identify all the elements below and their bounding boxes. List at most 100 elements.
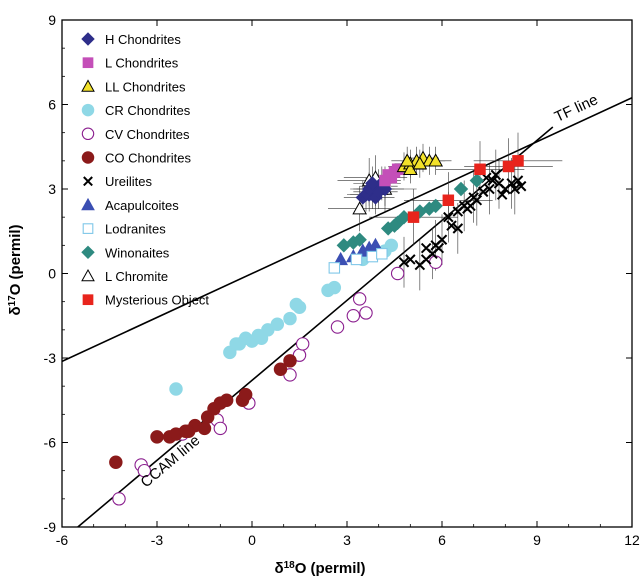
co-chondrites-point [219,393,234,407]
cr-chondrites-point [289,297,304,312]
cr-chondrites-point [169,382,183,396]
h-chondrites-point [371,184,386,200]
legend-marker-l-chromite [81,268,95,282]
y-tick-label: 6 [48,97,56,113]
legend-marker-cv-chondrites [81,127,95,141]
ureilites-point [443,211,454,223]
legend-marker-ureilites [83,176,93,187]
legend-label-cv-chondrites: CV Chondrites [105,127,190,142]
ll-chondrites-point [399,153,415,167]
cv-chondrites-point [330,320,345,334]
legend-label-lodranites: Lodranites [105,222,166,237]
y-axis-title: δ17O (permil) [7,224,25,315]
co-chondrites-point [181,424,196,438]
y-tick-label: 3 [48,181,56,197]
acapulcoites-point [333,251,349,266]
ureilites-point [484,183,495,195]
ureilites-point [452,223,464,234]
co-chondrites-point [283,354,297,368]
ureilites-point [420,242,432,254]
y-tick-label: 9 [48,12,56,28]
co-chondrites-point [238,387,253,402]
legend-label-winonaites: Winonaites [105,245,170,260]
legend-label-l-chromite: L Chromite [105,269,168,284]
winonaites-point [469,173,485,188]
cr-chondrites-point [384,238,399,253]
lodranites-point [376,248,388,260]
co-chondrites-point [197,421,212,436]
ureilites-point [506,178,517,189]
legend-marker-winonaites [81,245,95,260]
cv-chondrites-point [359,306,373,320]
winonaites-point [387,218,402,233]
legend-marker-h-chondrites [81,32,95,46]
cv-chondrites-point [213,421,228,436]
ureilites-point [509,183,521,195]
mysterious-object-point [502,160,515,173]
cv-chondrites-point [112,492,126,506]
y-tick-label: -9 [44,519,57,535]
legend-label-l-chondrites: L Chondrites [105,56,179,71]
ureilites-point [515,180,527,192]
l-chromite-point [352,201,368,215]
legend-label-co-chondrites: CO Chondrites [105,151,191,166]
cv-chondrites-point [295,337,310,351]
mysterious-object-point [474,163,486,176]
x-axis-title: δ18O (permil) [274,560,365,577]
x-tick-label: -3 [151,532,164,548]
ureilites-point [468,192,479,203]
cr-chondrites-point [270,317,285,331]
x-tick-label: 0 [248,532,256,548]
acapulcoites-point [368,237,383,252]
cr-chondrites-point [254,331,269,346]
cr-chondrites-point [283,311,297,326]
legend-marker-acapulcoites [81,197,95,211]
co-chondrites-point [109,455,123,469]
legend-label-h-chondrites: H Chondrites [105,32,181,47]
legend-marker-ll-chondrites [81,79,95,92]
h-chondrites-point [365,176,380,191]
y-tick-label: 0 [48,266,56,282]
cr-chondrites-point [229,337,243,351]
legend-marker-mysterious-object [82,294,94,306]
legend-label-mysterious-object: Mysterious Object [105,293,209,308]
x-tick-label: 12 [624,532,640,548]
y-tick-label: -3 [44,350,57,366]
lodranites-point [328,262,341,274]
lodranites-point [366,250,379,263]
cv-chondrites-point [352,292,367,306]
legend-label-ll-chondrites: LL Chondrites [105,79,186,94]
lodranites-point [350,253,363,266]
cv-chondrites-point [390,266,405,281]
ureilites-point [405,254,416,265]
ureilites-point [398,256,410,268]
tf-line-label: TF line [552,91,601,126]
x-tick-label: 9 [533,532,541,548]
y-tick-label: -6 [44,435,57,451]
winonaites-point [352,232,367,247]
ureilites-point [487,175,498,186]
legend-marker-l-chondrites [82,57,94,69]
x-tick-label: 3 [343,532,351,548]
ureilites-point [490,169,502,181]
legend-marker-co-chondrites [81,151,95,164]
legend-label-cr-chondrites: CR Chondrites [105,103,191,118]
cr-chondrites-point [327,280,342,295]
legend-label-ureilites: Ureilites [105,174,152,189]
ureilites-point [433,242,445,254]
legend-label-acapulcoites: Acapulcoites [105,198,179,213]
ureilites-point [496,189,508,200]
x-tick-label: -6 [56,532,69,548]
cv-chondrites-point [137,463,152,478]
legend-marker-cr-chondrites [81,103,95,117]
ureilites-point [462,203,473,214]
ureilites-point [512,175,524,186]
ll-chondrites-point [412,156,428,170]
mysterious-object-point [512,155,524,167]
ureilites-point [477,186,489,198]
cv-chondrites-point [346,309,361,323]
ll-chondrites-point [428,153,444,167]
co-chondrites-point [273,362,288,376]
winonaites-point [453,181,469,197]
tf-line [62,97,632,363]
